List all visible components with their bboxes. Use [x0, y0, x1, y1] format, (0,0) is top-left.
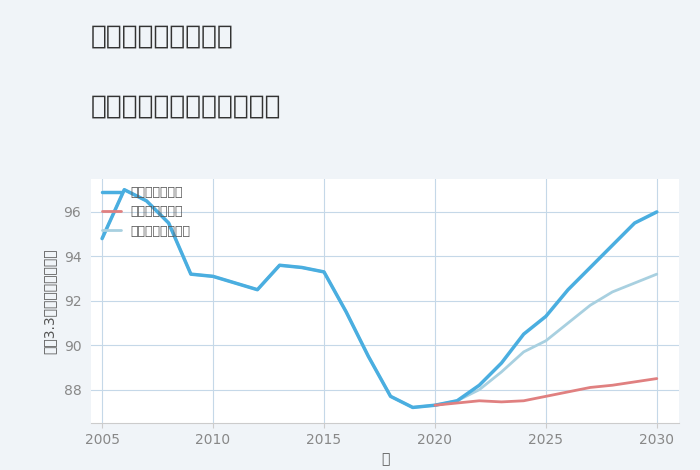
- グッドシナリオ: [320, 269, 328, 275]
- グッドシナリオ: [120, 187, 129, 193]
- ノーマルシナリオ: [298, 265, 306, 270]
- グッドシナリオ: [164, 220, 173, 226]
- バッドシナリオ: [475, 398, 484, 404]
- ノーマルシナリオ: [564, 320, 573, 326]
- バッドシナリオ: [430, 402, 439, 408]
- ノーマルシナリオ: [275, 262, 284, 268]
- Line: バッドシナリオ: バッドシナリオ: [435, 378, 657, 405]
- グッドシナリオ: [631, 220, 639, 226]
- ノーマルシナリオ: [586, 302, 594, 308]
- Line: ノーマルシナリオ: ノーマルシナリオ: [102, 190, 657, 407]
- X-axis label: 年: 年: [381, 452, 389, 466]
- Line: グッドシナリオ: グッドシナリオ: [102, 190, 657, 407]
- ノーマルシナリオ: [608, 289, 617, 295]
- バッドシナリオ: [631, 379, 639, 385]
- Y-axis label: 坪（3.3㎡）単価（万円）: 坪（3.3㎡）単価（万円）: [43, 248, 57, 353]
- ノーマルシナリオ: [475, 387, 484, 392]
- バッドシナリオ: [608, 383, 617, 388]
- バッドシナリオ: [519, 398, 528, 404]
- ノーマルシナリオ: [430, 402, 439, 408]
- ノーマルシナリオ: [652, 271, 661, 277]
- グッドシナリオ: [564, 287, 573, 292]
- グッドシナリオ: [275, 262, 284, 268]
- グッドシナリオ: [253, 287, 262, 292]
- ノーマルシナリオ: [187, 271, 195, 277]
- ノーマルシナリオ: [142, 198, 150, 204]
- ノーマルシナリオ: [209, 274, 217, 279]
- グッドシナリオ: [475, 383, 484, 388]
- グッドシナリオ: [542, 313, 550, 319]
- ノーマルシナリオ: [98, 236, 106, 242]
- グッドシナリオ: [430, 402, 439, 408]
- ノーマルシナリオ: [386, 393, 395, 399]
- ノーマルシナリオ: [453, 398, 461, 404]
- グッドシナリオ: [298, 265, 306, 270]
- グッドシナリオ: [386, 393, 395, 399]
- ノーマルシナリオ: [409, 405, 417, 410]
- グッドシナリオ: [409, 405, 417, 410]
- ノーマルシナリオ: [342, 309, 351, 315]
- グッドシナリオ: [187, 271, 195, 277]
- グッドシナリオ: [519, 331, 528, 337]
- ノーマルシナリオ: [519, 349, 528, 355]
- グッドシナリオ: [98, 236, 106, 242]
- Text: 千葉県白井市名内の: 千葉県白井市名内の: [91, 24, 234, 49]
- ノーマルシナリオ: [364, 353, 372, 359]
- バッドシナリオ: [652, 376, 661, 381]
- バッドシナリオ: [564, 389, 573, 395]
- バッドシナリオ: [542, 393, 550, 399]
- グッドシナリオ: [142, 198, 150, 204]
- バッドシナリオ: [497, 399, 505, 405]
- グッドシナリオ: [608, 243, 617, 248]
- バッドシナリオ: [586, 384, 594, 390]
- グッドシナリオ: [231, 280, 239, 286]
- ノーマルシナリオ: [120, 187, 129, 193]
- バッドシナリオ: [453, 400, 461, 406]
- グッドシナリオ: [586, 265, 594, 270]
- グッドシナリオ: [652, 209, 661, 215]
- グッドシナリオ: [342, 309, 351, 315]
- ノーマルシナリオ: [231, 280, 239, 286]
- Legend: グッドシナリオ, バッドシナリオ, ノーマルシナリオ: グッドシナリオ, バッドシナリオ, ノーマルシナリオ: [97, 181, 195, 243]
- Text: 中古マンションの価格推移: 中古マンションの価格推移: [91, 94, 281, 120]
- グッドシナリオ: [364, 353, 372, 359]
- ノーマルシナリオ: [320, 269, 328, 275]
- グッドシナリオ: [497, 360, 505, 366]
- ノーマルシナリオ: [253, 287, 262, 292]
- ノーマルシナリオ: [542, 338, 550, 344]
- グッドシナリオ: [453, 398, 461, 404]
- ノーマルシナリオ: [497, 369, 505, 375]
- ノーマルシナリオ: [164, 220, 173, 226]
- グッドシナリオ: [209, 274, 217, 279]
- ノーマルシナリオ: [631, 280, 639, 286]
